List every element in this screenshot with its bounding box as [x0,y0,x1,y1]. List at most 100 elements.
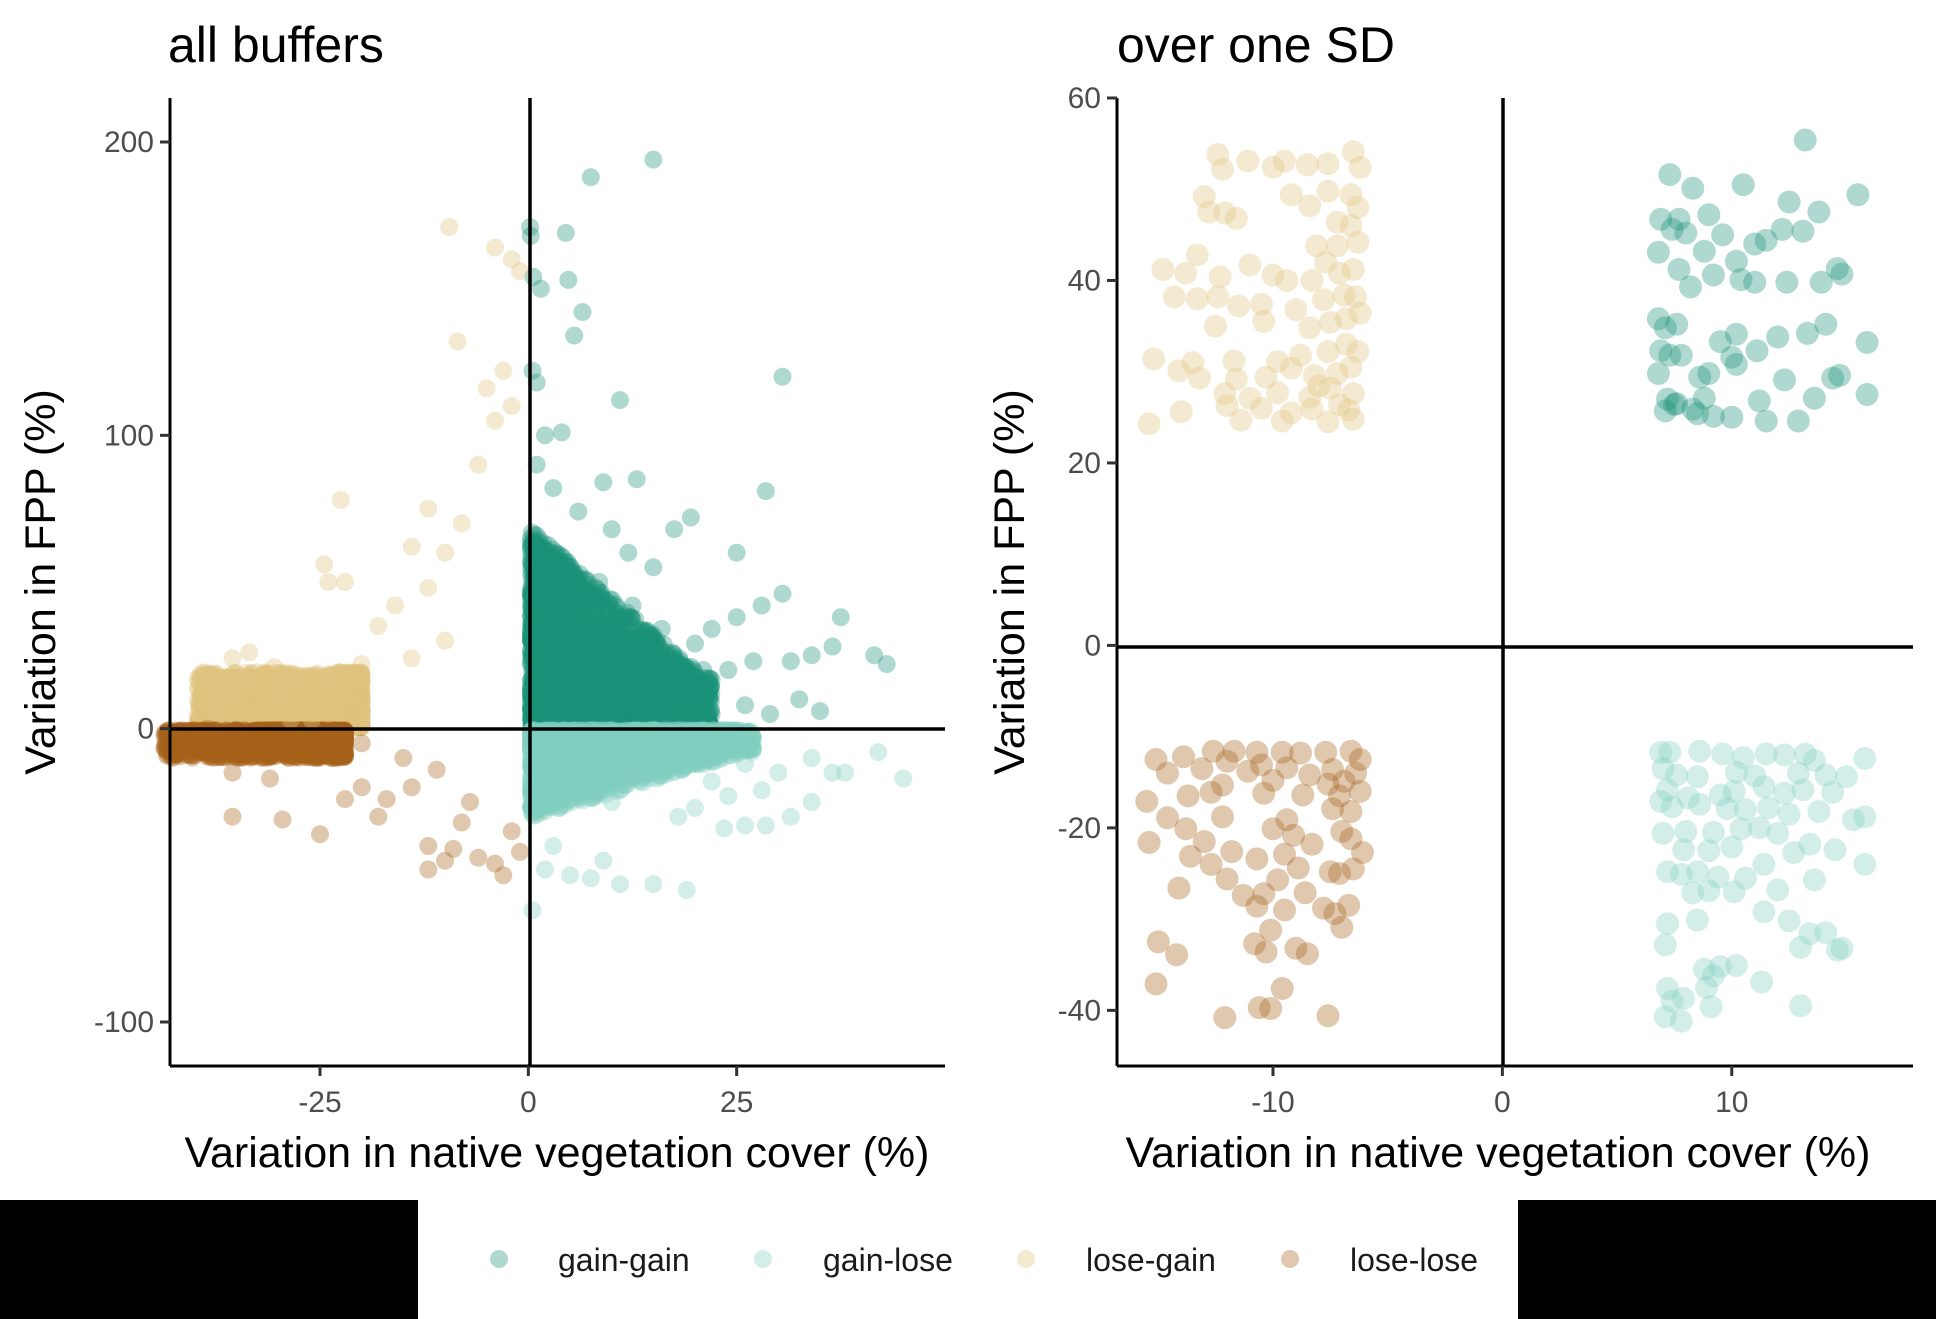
data-point-gain-gain-all-buffers [572,718,591,737]
data-point-gain-gain-all-buffers [684,708,703,727]
data-point-gain-gain-all-buffers [566,641,585,660]
data-point-gain-gain-all-buffers [553,613,572,632]
data-point-gain-gain-all-buffers [596,649,615,668]
data-point-gain-gain-all-buffers [550,557,569,576]
data-point-gain-gain-all-buffers [585,600,604,619]
data-point-gain-gain-all-buffers [523,576,542,595]
data-point-gain-gain-all-buffers [548,647,567,666]
data-point-gain-gain-all-buffers [581,647,600,665]
data-point-gain-gain-all-buffers [555,704,574,723]
data-point-gain-gain-all-buffers [546,655,564,674]
data-point-gain-gain-all-buffers [533,649,552,668]
data-point-gain-gain-all-buffers [592,636,611,655]
data-point-gain-gain-all-buffers [527,687,546,706]
data-point-gain-gain-all-buffers [647,689,666,708]
data-point-gain-gain-all-buffers [578,645,597,664]
data-point-gain-gain-all-buffers [543,540,562,559]
data-point-gain-gain-all-buffers [674,692,693,711]
data-point-gain-gain-all-buffers [581,678,600,697]
data-point-gain-gain-all-buffers [622,666,641,685]
data-point-gain-gain-all-buffers [562,622,581,641]
data-point-gain-gain-all-buffers [556,687,575,706]
data-point-gain-gain-all-buffers [636,698,655,717]
data-point-gain-gain-all-buffers [549,704,567,723]
data-point-gain-gain-all-buffers [546,640,565,659]
data-point-gain-gain-all-buffers [656,674,675,693]
data-point-gain-gain-all-buffers [562,584,581,603]
data-point-gain-gain-all-buffers [528,623,547,642]
data-point-gain-gain-all-buffers [592,718,610,737]
data-point-gain-gain-all-buffers [686,698,705,717]
data-point-gain-gain-all-buffers [609,711,628,730]
data-point-gain-gain-all-buffers [589,709,608,728]
data-point-gain-gain-all-buffers [557,698,576,717]
data-point-gain-gain-all-buffers [559,661,578,680]
data-point-gain-gain-all-buffers [602,698,621,717]
data-point-gain-gain-all-buffers [543,698,562,717]
data-point-gain-gain-all-buffers [614,717,633,736]
data-point-gain-gain-all-buffers [570,701,589,720]
data-point-gain-gain-all-buffers [647,710,666,729]
data-point-gain-gain-all-buffers [557,556,576,575]
data-point-gain-gain-all-buffers [566,669,585,688]
data-point-gain-gain-all-buffers [530,639,549,658]
data-point-gain-gain-all-buffers [699,686,718,705]
data-point-gain-gain-all-buffers [531,615,550,634]
data-point-gain-gain-all-buffers [533,686,552,705]
data-point-gain-gain-all-buffers [697,675,716,694]
data-point-gain-gain-all-buffers [613,717,631,736]
data-point-gain-lose-all-buffers [532,723,550,742]
data-point-gain-gain-all-buffers [632,635,651,654]
data-point-gain-gain-all-buffers [574,691,593,710]
data-point-gain-gain-all-buffers [593,710,612,729]
data-point-gain-gain-all-buffers [552,611,571,630]
data-point-gain-gain-all-buffers [644,686,662,705]
data-point-gain-gain-all-buffers [609,654,628,673]
data-point-gain-gain-all-buffers [557,700,576,719]
data-point-gain-lose-all-buffers [668,735,687,754]
data-point-gain-gain-all-buffers [577,605,596,624]
data-point-gain-gain-all-buffers [533,698,552,717]
data-point-gain-gain-all-buffers [534,628,553,646]
data-point-gain-gain-all-buffers [546,666,565,685]
data-point-gain-gain-all-buffers [641,703,660,722]
data-point-gain-gain-all-buffers [697,712,716,730]
data-point-gain-gain-all-buffers [572,603,591,621]
data-point-gain-gain-all-buffers [562,572,581,591]
data-point-gain-lose-all-buffers [666,762,684,781]
data-point-gain-gain-all-buffers [562,685,581,704]
data-point-gain-gain-all-buffers [541,558,560,577]
data-point-gain-gain-all-buffers [611,657,630,675]
data-point-gain-gain-all-buffers [641,710,660,729]
data-point-gain-gain-all-buffers [585,682,604,701]
data-point-gain-lose-all-buffers [529,797,548,816]
data-point-gain-gain-all-buffers [541,671,560,690]
data-point-gain-gain-all-buffers [535,557,554,576]
data-point-gain-gain-all-buffers [672,655,690,674]
data-point-gain-gain-all-buffers [688,676,707,695]
data-point-gain-gain-all-buffers [614,703,632,722]
data-point-gain-gain-all-buffers [615,645,634,664]
data-point-gain-gain-all-buffers [600,630,619,649]
data-point-gain-gain-all-buffers [535,596,554,615]
data-point-gain-gain-all-buffers [677,687,696,706]
data-point-gain-gain-all-buffers [566,703,585,722]
data-point-gain-gain-all-buffers [530,688,549,707]
data-point-gain-gain-all-buffers [522,588,541,607]
data-point-gain-gain-all-buffers [535,601,554,620]
data-point-gain-gain-all-buffers [537,645,556,664]
data-point-gain-gain-all-buffers [640,706,659,725]
data-point-gain-gain-all-buffers [605,655,624,674]
data-point-gain-gain-all-buffers [689,684,708,703]
data-point-gain-gain-all-buffers [544,566,563,585]
data-point-gain-gain-all-buffers [529,701,548,720]
data-point-gain-gain-all-buffers [671,711,690,730]
data-point-gain-gain-all-buffers [571,590,590,609]
data-point-gain-gain-all-buffers [619,608,638,627]
data-point-gain-gain-all-buffers [656,703,675,722]
data-point-gain-gain-all-buffers [596,627,615,646]
data-point-gain-gain-all-buffers [560,557,579,576]
data-point-gain-gain-all-buffers [672,660,691,679]
data-point-gain-lose-all-buffers [530,752,549,771]
